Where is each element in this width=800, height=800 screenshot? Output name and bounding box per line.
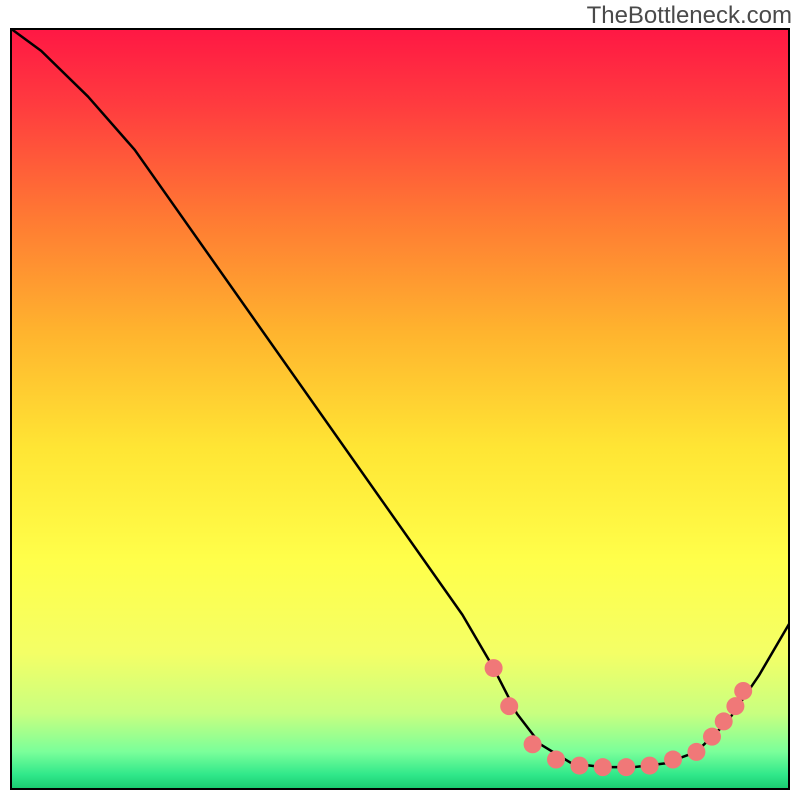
marker-dot (617, 758, 635, 776)
plot-svg (10, 28, 790, 790)
marker-dot (726, 697, 744, 715)
marker-dot (734, 682, 752, 700)
marker-dot (641, 757, 659, 775)
watermark-text: TheBottleneck.com (587, 2, 792, 30)
marker-dot (570, 757, 588, 775)
marker-dot (594, 758, 612, 776)
marker-dot (715, 712, 733, 730)
marker-dot (703, 728, 721, 746)
chart-container: TheBottleneck.com (0, 0, 800, 800)
marker-dot (524, 735, 542, 753)
marker-dot (500, 697, 518, 715)
marker-dot (664, 751, 682, 769)
plot-area (10, 28, 790, 790)
marker-dot (687, 743, 705, 761)
marker-dot (485, 659, 503, 677)
marker-dot (547, 751, 565, 769)
